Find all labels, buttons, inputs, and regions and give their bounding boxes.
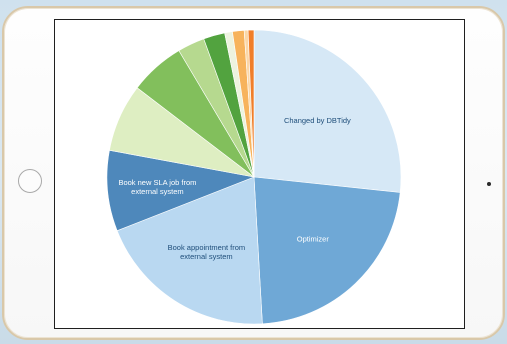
pie-slices: [106, 29, 402, 325]
tablet-screen: Changed by DBTidy Optimizer Book appointme…: [54, 19, 465, 329]
pie-chart: Changed by DBTidy Optimizer Book appointme…: [106, 29, 402, 325]
pie-label-changed-by-dbtidy: Changed by DBTidy: [284, 116, 351, 125]
camera-dot: [487, 182, 491, 186]
pie-labels: Changed by DBTidy Optimizer Book appointme…: [118, 116, 351, 261]
pie-label-optimizer: Optimizer: [297, 235, 330, 244]
pie-label-book-appointment-from-external-system: Book appointment from external system: [168, 243, 246, 261]
pie-slice-slice-12[interactable]: [247, 29, 255, 178]
pie-slice-book-appointment-from-external-system[interactable]: [116, 176, 263, 325]
pie-slice-optimizer[interactable]: [253, 176, 401, 325]
home-button[interactable]: [18, 169, 42, 193]
pie-label-book-new-sla-job-from-external-system: Book new SLA job from external system: [118, 178, 196, 196]
pie-slice-changed-by-dbtidy[interactable]: [253, 29, 402, 193]
